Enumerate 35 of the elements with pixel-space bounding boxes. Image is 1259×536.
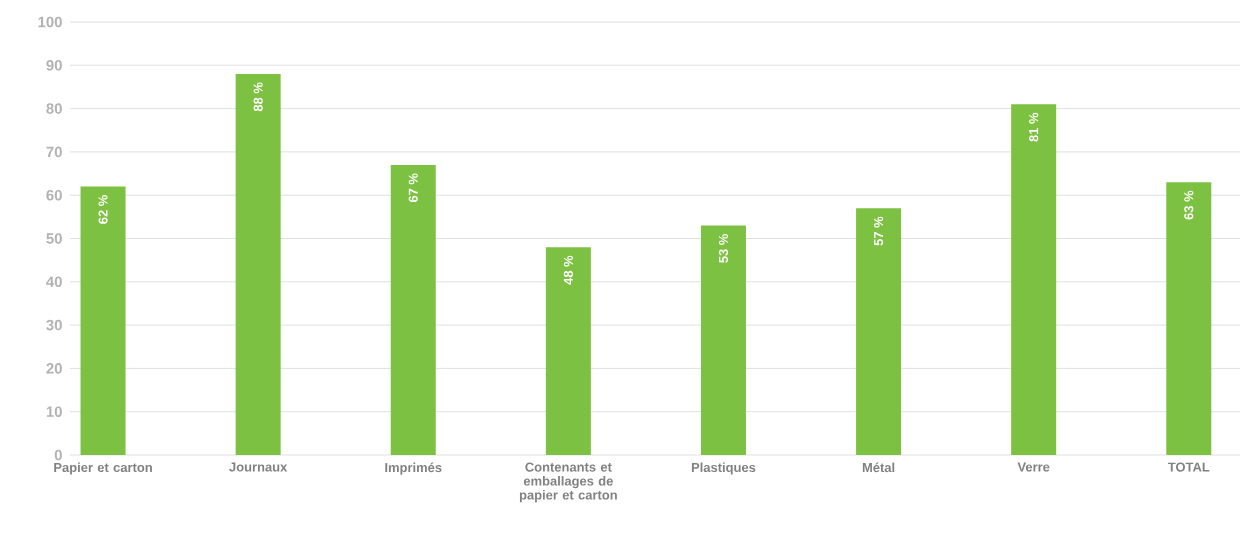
y-tick-label: 100 [38,16,62,28]
bar [1166,182,1212,455]
data-label: 53 % [718,234,729,263]
bar [80,186,126,455]
data-label: 48 % [563,255,573,285]
x-tick-label: Contenants et emballages de papier et carton [519,462,617,503]
y-tick-label: 90 [46,60,62,71]
y-tick-label: 30 [46,319,62,331]
bar [700,225,746,455]
data-label: 88 % [253,82,263,112]
data-label: 57 % [873,216,884,246]
bar [235,73,281,455]
x-tick-label: Verre [1017,462,1050,472]
bar [390,164,436,455]
data-label: 67 % [408,173,418,203]
y-tick-label: 80 [46,103,62,114]
bar [856,208,902,455]
data-label: 62 % [98,195,108,224]
x-tick-label: Journaux [229,462,288,472]
x-tick-label: Plastiques [691,462,756,475]
data-label: 63 % [1184,190,1194,220]
bar [545,247,591,455]
x-tick-label: Imprimés [385,462,442,475]
y-tick-label: 20 [46,363,62,374]
y-tick-label: 40 [46,276,62,288]
y-tick-label: 70 [46,146,62,158]
x-tick-label: Papier et carton [54,462,152,475]
data-label: 81 % [1029,112,1039,142]
bar [1011,104,1057,455]
x-tick-label: Métal [862,462,895,473]
y-tick-label: 10 [46,406,62,417]
y-tick-label: 50 [46,233,62,244]
y-tick-label: 60 [46,189,62,201]
y-tick-label: 0 [54,449,62,461]
x-tick-label: TOTAL [1167,462,1210,472]
